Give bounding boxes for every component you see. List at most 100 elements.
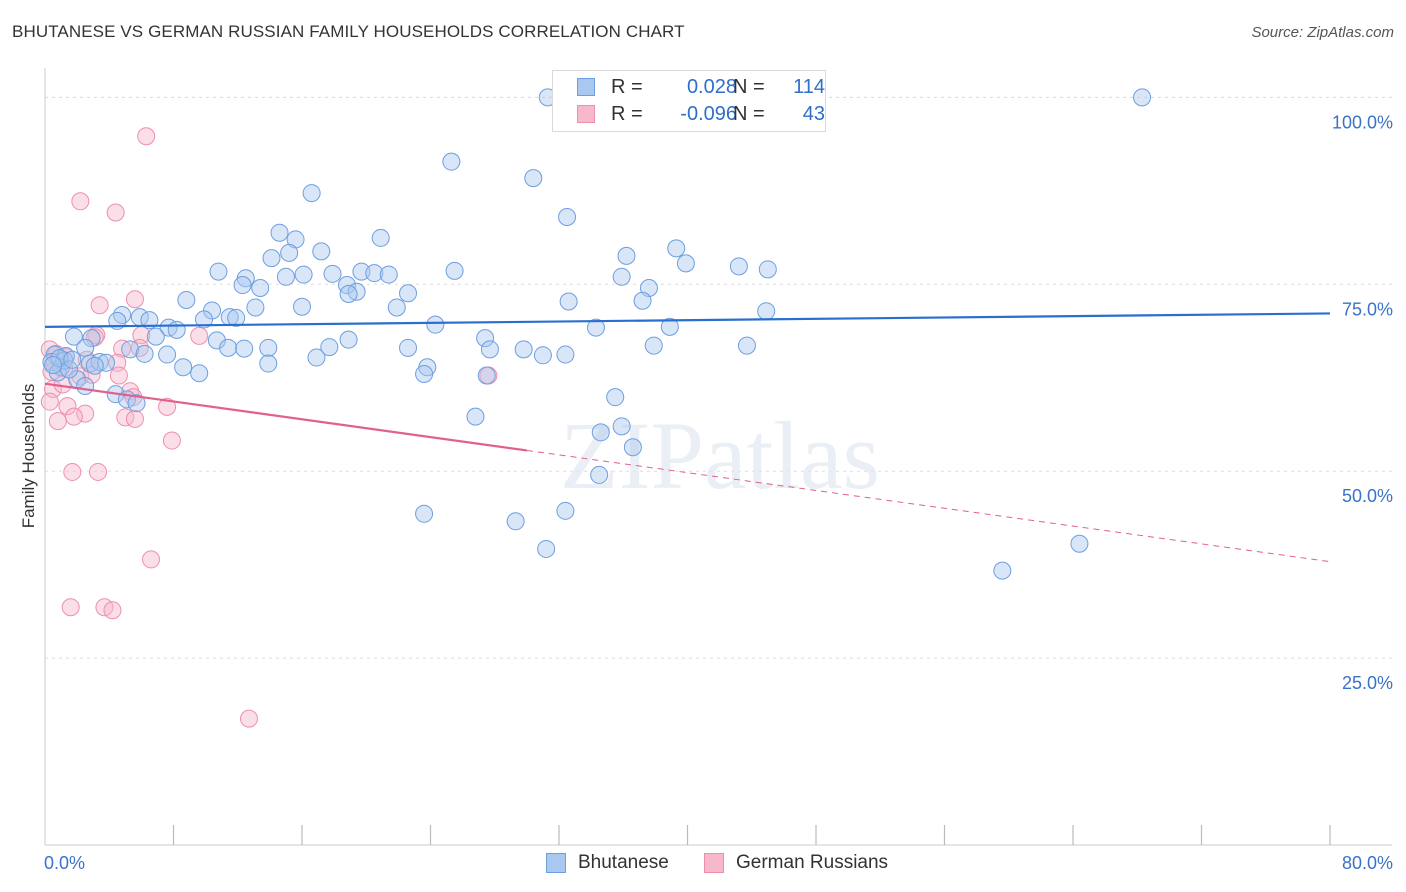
bhutanese-point — [80, 354, 99, 373]
legend-r-value: -0.096 — [680, 103, 737, 125]
bhutanese-point — [612, 417, 631, 436]
bhutanese-point — [167, 320, 186, 339]
bhutanese-point — [559, 292, 578, 311]
bhutanese-point — [323, 264, 342, 283]
bhutanese-point — [97, 353, 116, 372]
bhutanese-point — [737, 336, 756, 355]
german-russians-point — [103, 601, 122, 620]
bhutanese-point — [524, 169, 543, 188]
bhutanese-point — [1070, 534, 1089, 553]
bhutanese-point — [445, 261, 464, 280]
y-tick-label: 75.0% — [1342, 299, 1393, 319]
bhutanese-point — [379, 265, 398, 284]
bhutanese-point — [480, 340, 499, 359]
bhutanese-point — [729, 257, 748, 276]
bhutanese-point — [207, 331, 226, 350]
german-russians-point — [162, 431, 181, 450]
bhutanese-point — [606, 388, 625, 407]
bhutanese-point — [415, 504, 434, 523]
bhutanese-point — [270, 223, 289, 242]
gridlines — [45, 96, 1392, 659]
german-russians-point — [63, 462, 82, 481]
german-russians-point — [71, 192, 90, 211]
bhutanese-point — [644, 336, 663, 355]
y-tick-label: 50.0% — [1342, 486, 1393, 506]
bhutanese-point — [676, 254, 695, 273]
german-russians-point — [76, 404, 95, 423]
bhutanese-point — [174, 358, 193, 377]
legend-r-value: 0.028 — [686, 76, 737, 98]
german-russians-point — [137, 127, 156, 146]
bhutanese-point — [312, 242, 331, 261]
german-russians-point — [90, 296, 109, 315]
x-tick-label: 80.0% — [1342, 853, 1393, 873]
bhutanese-point — [352, 262, 371, 281]
bhutanese-point — [158, 345, 177, 364]
bhutanese-point — [617, 246, 636, 265]
german-russians-point — [142, 550, 161, 569]
bhutanese-point — [993, 561, 1012, 580]
bhutanese-point — [442, 152, 461, 171]
bhutanese-point — [399, 284, 418, 303]
bhutanese-point — [506, 512, 525, 531]
bhutanese-point — [307, 348, 326, 367]
bhutanese-point — [556, 345, 575, 364]
bhutanese-point — [623, 438, 642, 457]
bhutanese-point — [195, 310, 214, 329]
bhutanese-point — [262, 249, 281, 268]
german-russians-point — [158, 397, 177, 416]
bhutanese-point — [387, 298, 406, 317]
bhutanese-point — [293, 297, 311, 316]
bhutanese-point — [399, 338, 418, 357]
bhutanese-point — [259, 338, 278, 357]
legend-r-label: R = — [611, 103, 643, 125]
bhutanese-point — [177, 290, 196, 309]
german-russians-point — [190, 326, 209, 345]
bhutanese-point — [233, 276, 252, 295]
bhutanese-point — [113, 305, 132, 324]
bhutanese-point — [633, 291, 652, 310]
bhutanese-point — [365, 264, 384, 283]
bhutanese-point — [63, 350, 82, 369]
legend-n-label: N = — [733, 76, 765, 98]
german-russians-point — [89, 462, 108, 481]
bhutanese-point — [660, 317, 679, 336]
bhutanese-point — [533, 346, 552, 365]
bhutanese-point — [219, 338, 238, 357]
bhutanese-point — [426, 315, 445, 334]
bhutanese-point — [251, 279, 270, 298]
bhutanese-point — [209, 262, 228, 281]
tick-labels: 25.0% 50.0% 75.0% 100.0% 0.0% 80.0% — [44, 112, 1393, 873]
bhutanese-point — [1133, 88, 1152, 107]
bhutanese-point — [476, 329, 495, 348]
legend-r-label: R = — [611, 76, 643, 98]
german-russians-point — [61, 598, 80, 617]
bhutanese-point — [667, 239, 686, 258]
bottom-legend-swatch-blue — [546, 853, 566, 873]
bhutanese-point — [302, 184, 321, 203]
german-russians-trend-line-extension — [526, 449, 1331, 563]
correlation-legend: R = 0.028 N = 114 R = -0.096 N = 43 — [552, 70, 826, 132]
bhutanese-point — [85, 356, 104, 375]
y-tick-label: 100.0% — [1332, 112, 1393, 132]
bhutanese-point — [64, 327, 83, 346]
bhutanese-point — [235, 339, 254, 358]
german-russians-point — [40, 392, 59, 411]
bhutanese-point — [466, 407, 485, 426]
german-russians-point — [64, 407, 83, 426]
trend-lines — [44, 312, 1331, 563]
x-tick-label: 0.0% — [44, 853, 85, 873]
bhutanese-point — [294, 265, 313, 284]
legend-swatch-pink — [577, 105, 595, 123]
german-russians-point — [71, 367, 90, 386]
bhutanese-point — [140, 311, 159, 330]
german-russians-point — [239, 709, 258, 728]
bhutanese-point — [590, 465, 609, 484]
bhutanese-point — [135, 344, 154, 363]
german-russians-points — [40, 127, 498, 728]
chart-title: BHUTANESE VS GERMAN RUSSIAN FAMILY HOUSE… — [12, 22, 685, 41]
legend-swatch-blue — [577, 78, 595, 96]
bhutanese-point — [146, 327, 165, 346]
german-russians-point — [125, 409, 144, 428]
bhutanese-point — [371, 228, 390, 247]
